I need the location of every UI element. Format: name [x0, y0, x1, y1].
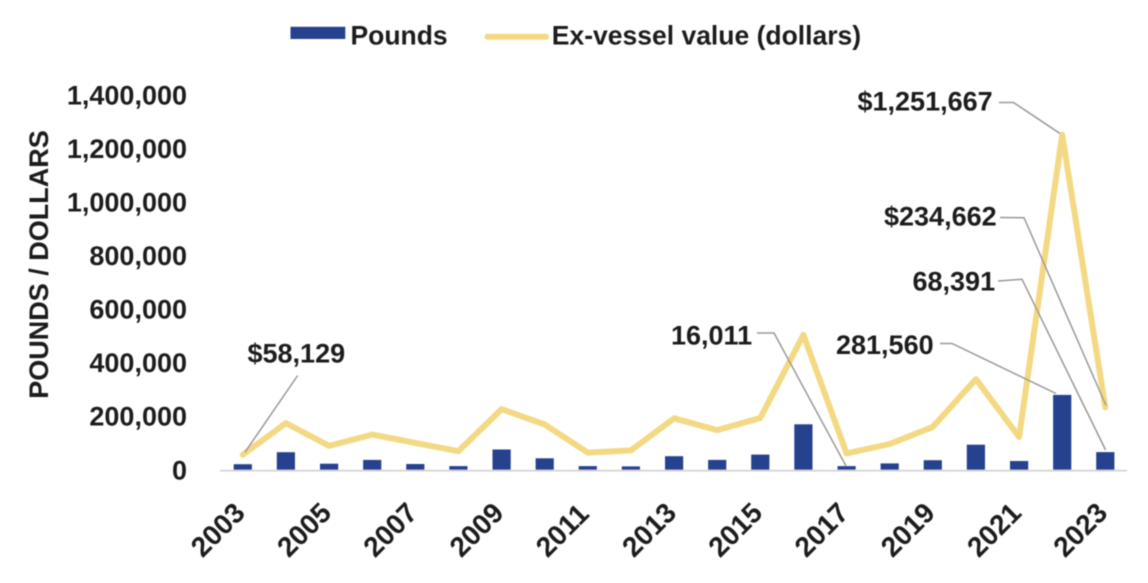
- svg-text:1,400,000: 1,400,000: [67, 80, 187, 110]
- svg-text:$234,662: $234,662: [884, 201, 997, 231]
- svg-text:1,200,000: 1,200,000: [67, 134, 187, 164]
- svg-text:Pounds: Pounds: [351, 20, 448, 50]
- svg-text:400,000: 400,000: [89, 348, 187, 378]
- svg-text:800,000: 800,000: [89, 241, 187, 271]
- svg-text:0: 0: [172, 455, 187, 485]
- svg-text:200,000: 200,000: [89, 402, 187, 432]
- svg-text:281,560: 281,560: [836, 330, 934, 360]
- svg-text:1,000,000: 1,000,000: [67, 187, 187, 217]
- svg-text:68,391: 68,391: [913, 267, 996, 297]
- svg-text:16,011: 16,011: [671, 321, 752, 351]
- svg-text:$58,129: $58,129: [248, 339, 346, 369]
- svg-text:Ex-vessel value (dollars): Ex-vessel value (dollars): [552, 20, 861, 50]
- svg-text:$1,251,667: $1,251,667: [858, 87, 993, 117]
- svg-text:600,000: 600,000: [89, 295, 187, 325]
- svg-text:POUNDS / DOLLARS: POUNDS / DOLLARS: [24, 130, 54, 399]
